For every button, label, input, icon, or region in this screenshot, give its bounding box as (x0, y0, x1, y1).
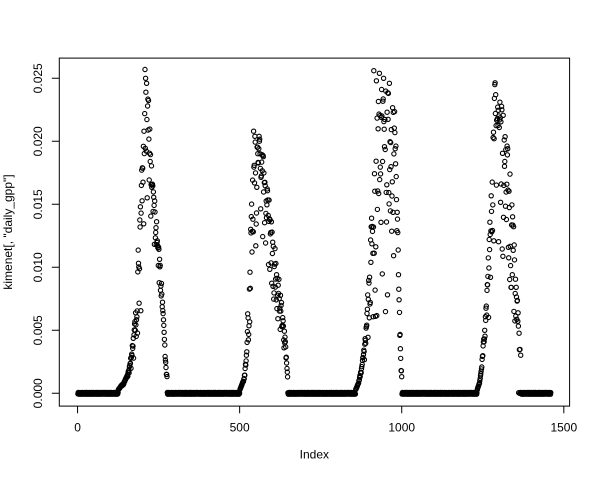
svg-text:1500: 1500 (550, 421, 577, 435)
svg-text:0: 0 (74, 421, 81, 435)
svg-text:0.015: 0.015 (31, 189, 45, 219)
svg-text:Index: Index (300, 448, 329, 462)
svg-text:1000: 1000 (388, 421, 415, 435)
svg-text:0.010: 0.010 (31, 252, 45, 282)
svg-text:500: 500 (230, 421, 250, 435)
svg-text:0.000: 0.000 (31, 378, 45, 408)
svg-text:0.005: 0.005 (31, 315, 45, 345)
svg-text:kimenet[, "daily_gpp"]: kimenet[, "daily_gpp"] (1, 174, 15, 289)
svg-text:0.025: 0.025 (31, 63, 45, 93)
svg-text:0.020: 0.020 (31, 126, 45, 156)
